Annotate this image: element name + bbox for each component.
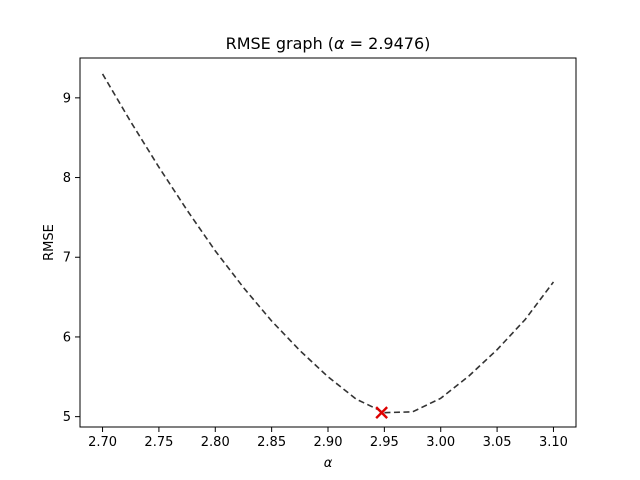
x-tick-label: 2.95: [370, 435, 399, 450]
y-tick-label: 8: [63, 171, 71, 186]
plot-frame: [79, 57, 577, 428]
plot-area-background: [80, 58, 576, 427]
chart-title-symbol: α: [334, 34, 345, 53]
y-axis-ticks: 5 6 7 8 9: [63, 91, 80, 425]
x-tick-label: 2.75: [144, 435, 173, 450]
y-tick-label: 5: [63, 410, 71, 425]
chart-title: RMSE graph (α = 2.9476): [226, 34, 431, 53]
x-tick-label: 3.05: [483, 435, 512, 450]
x-axis-ticks: 2.70 2.75 2.80 2.85 2.90 2.95 3.00 3.05 3.10: [88, 427, 568, 450]
x-tick-label: 2.90: [314, 435, 343, 450]
x-axis-label: α: [324, 456, 333, 471]
minimum-marker-stroke-2: [375, 406, 389, 420]
chart-title-prefix: RMSE graph (: [226, 34, 334, 53]
minimum-marker: [375, 406, 389, 420]
chart-title-suffix: = 2.9476): [345, 34, 431, 53]
data-layer: [101, 73, 555, 420]
x-tick-label: 2.70: [88, 435, 117, 450]
y-tick-label: 7: [63, 251, 71, 266]
y-tick-label: 9: [63, 91, 71, 106]
y-tick-label: 6: [63, 330, 71, 345]
x-tick-label: 3.00: [426, 435, 455, 450]
x-tick-label: 3.10: [539, 435, 568, 450]
y-axis-label: RMSE: [42, 224, 57, 261]
x-tick-label: 2.85: [257, 435, 286, 450]
x-tick-label: 2.80: [201, 435, 230, 450]
rmse-line-series: [101, 73, 555, 414]
